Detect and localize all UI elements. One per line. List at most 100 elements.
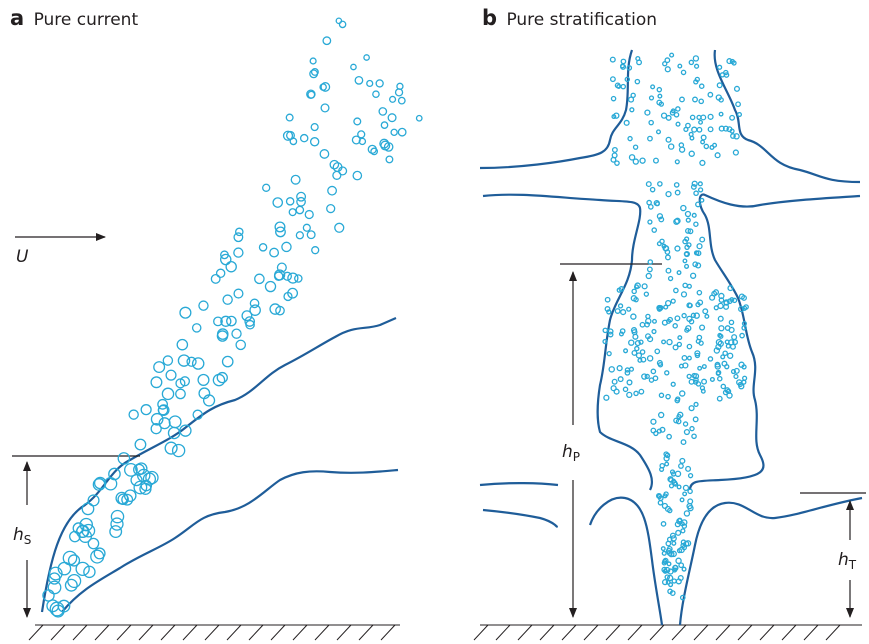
bubble xyxy=(296,232,303,239)
height-label: hT xyxy=(838,550,857,572)
bubble xyxy=(693,56,698,61)
panel-title: a Pure current xyxy=(10,6,138,30)
plume-edge xyxy=(62,470,398,612)
bubble xyxy=(687,344,691,348)
hatch xyxy=(249,625,263,640)
hatch xyxy=(95,625,109,640)
bubble xyxy=(328,186,337,195)
bubble xyxy=(700,160,705,165)
bubble xyxy=(698,366,702,370)
bubble xyxy=(677,342,681,346)
bubble xyxy=(620,332,624,336)
bubble xyxy=(718,65,722,69)
bubble xyxy=(169,416,181,428)
bubble xyxy=(166,370,176,380)
bubble xyxy=(614,113,619,118)
hatch xyxy=(293,625,307,640)
bubble xyxy=(678,64,682,68)
bubble xyxy=(634,145,638,149)
bubble xyxy=(82,503,93,514)
bubble xyxy=(683,492,687,496)
bubble xyxy=(657,429,661,433)
bubble xyxy=(718,377,722,381)
bubble xyxy=(696,382,700,386)
hatch xyxy=(518,625,532,640)
bubble xyxy=(683,283,687,287)
bubble xyxy=(652,228,656,232)
bubble xyxy=(675,183,679,187)
bubble xyxy=(648,220,652,224)
bubble xyxy=(353,171,361,179)
plume-edge xyxy=(680,498,862,625)
bubble xyxy=(647,200,651,204)
bubble xyxy=(683,485,688,490)
bubble xyxy=(742,365,746,369)
bubble xyxy=(636,353,641,358)
hatch xyxy=(672,625,686,640)
bubble xyxy=(675,471,680,476)
bubble xyxy=(604,395,609,400)
bubble xyxy=(716,372,720,376)
bubble xyxy=(689,60,693,64)
bubble xyxy=(627,380,632,385)
bubble xyxy=(675,190,680,195)
bubble xyxy=(688,356,692,360)
bubble xyxy=(607,352,611,356)
bubble xyxy=(651,428,656,433)
bubble xyxy=(165,442,177,454)
bubble xyxy=(677,271,681,275)
bubble xyxy=(697,291,701,295)
bubble xyxy=(646,314,650,318)
bubble xyxy=(308,91,315,98)
plume-edge xyxy=(590,498,662,625)
bubble xyxy=(686,123,690,127)
plume-edge xyxy=(480,483,558,485)
bubble xyxy=(651,369,655,373)
panel-b: hP hT xyxy=(480,50,866,625)
bubble xyxy=(651,419,656,424)
bubble xyxy=(701,389,705,393)
bubble xyxy=(327,205,335,213)
bubble xyxy=(713,143,717,147)
bubble xyxy=(695,251,699,255)
bubble xyxy=(743,376,747,380)
bubble xyxy=(633,159,638,164)
bubble xyxy=(692,434,696,438)
bubble xyxy=(703,309,708,314)
bubble xyxy=(691,273,696,278)
hatch xyxy=(359,625,373,640)
bubble xyxy=(629,97,634,102)
hatch xyxy=(826,625,840,640)
panel-a: hS U xyxy=(12,18,422,625)
bubble xyxy=(702,365,706,369)
bubble xyxy=(684,422,688,426)
bubble xyxy=(213,374,224,385)
hatch xyxy=(782,625,796,640)
bubble xyxy=(63,551,76,564)
bubble xyxy=(657,130,661,134)
bubble xyxy=(681,206,686,211)
bubble xyxy=(658,501,662,505)
bubble xyxy=(398,128,406,136)
bubble xyxy=(734,374,738,378)
bubble xyxy=(665,67,670,72)
bubble xyxy=(701,115,706,120)
bubble xyxy=(659,393,663,397)
bubble xyxy=(676,530,681,535)
bubble xyxy=(679,143,683,147)
bubble xyxy=(615,309,620,314)
bubble xyxy=(685,245,689,249)
bubble xyxy=(721,384,725,388)
height-label: hP xyxy=(562,442,580,464)
bubble xyxy=(617,366,622,371)
bubble xyxy=(642,374,647,379)
bubble xyxy=(629,340,634,345)
bubble xyxy=(682,314,686,318)
bubble xyxy=(390,96,396,102)
hatch xyxy=(804,625,818,640)
hatch xyxy=(606,625,620,640)
bubble xyxy=(682,292,687,297)
bubble xyxy=(699,121,703,125)
hatch xyxy=(205,625,219,640)
bubble xyxy=(667,562,671,566)
